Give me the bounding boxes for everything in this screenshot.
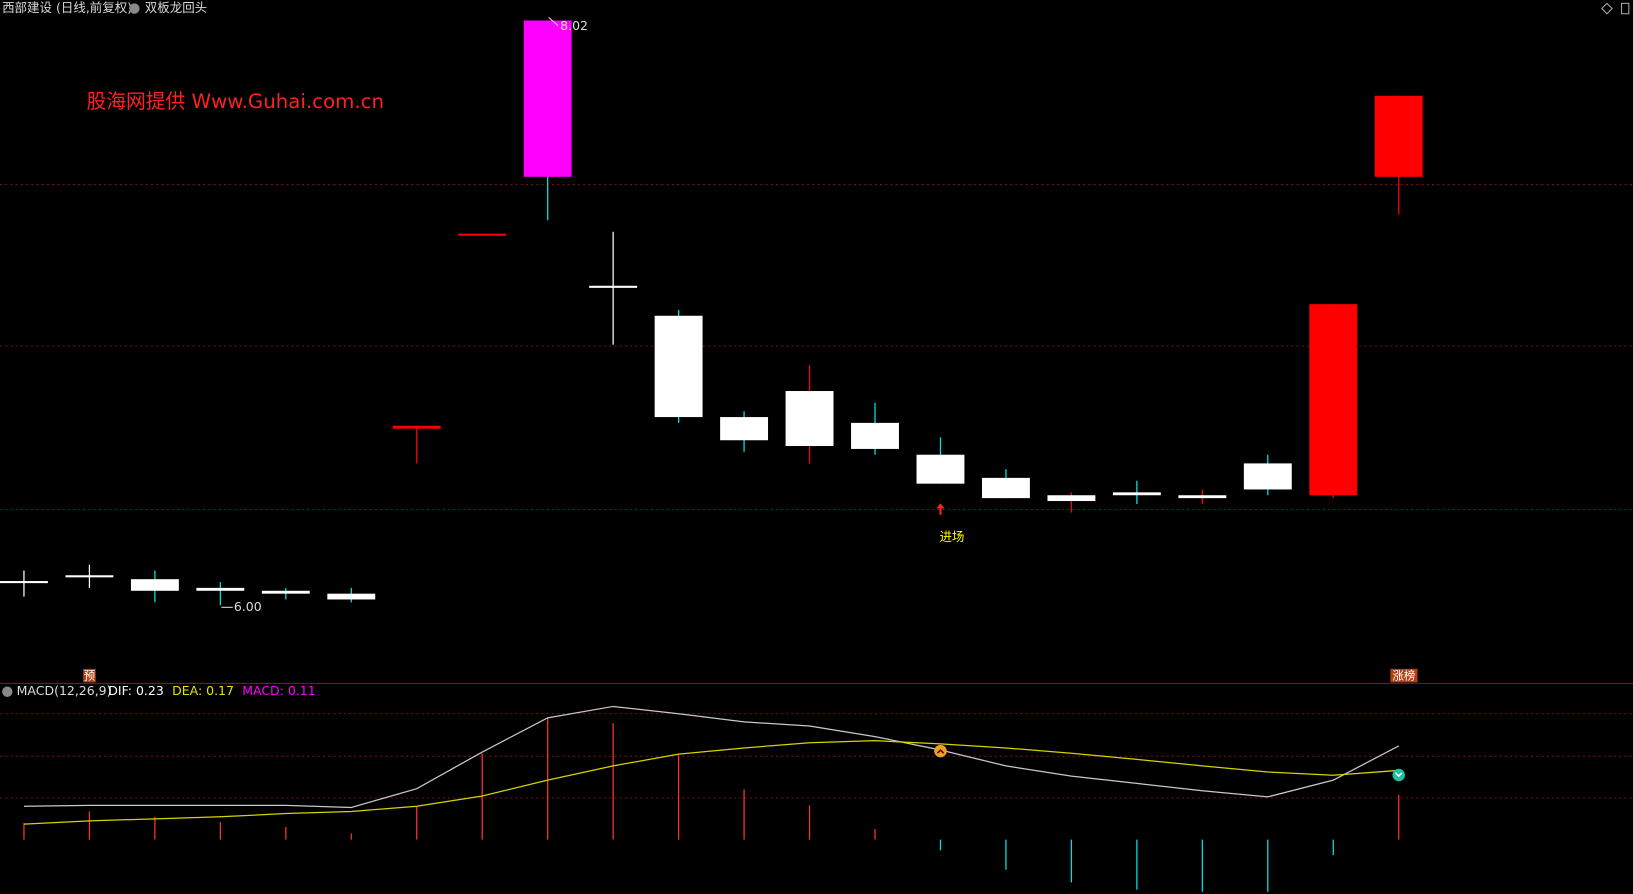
candle-body <box>1178 495 1227 499</box>
candle-body <box>1309 304 1358 496</box>
grid <box>0 184 1633 799</box>
macd-title: MACD(12,26,9) <box>17 683 112 698</box>
candle-body <box>981 477 1030 499</box>
macd-readout: MACD: 0.11 <box>242 683 315 698</box>
candle-body <box>523 20 572 177</box>
low-label: 6.00 <box>234 599 262 614</box>
high-label: 8.02 <box>560 18 588 33</box>
watermark: 股海网提供 Www.Guhai.com.cn <box>86 90 384 113</box>
candle-body <box>1243 463 1292 490</box>
candle-body <box>261 590 310 594</box>
icon-diamond[interactable] <box>1601 2 1613 15</box>
candle-body <box>196 587 245 591</box>
bottom-tag: 预 <box>84 669 95 683</box>
candle-body <box>720 417 769 441</box>
bottom-tag: 涨榜 <box>1393 669 1416 683</box>
candle-body <box>130 579 179 591</box>
candle-body <box>851 422 899 449</box>
macd-line <box>23 705 1400 809</box>
candle-body <box>1047 495 1096 502</box>
indicator-name: 双板龙回头 <box>145 0 207 15</box>
tag-bg <box>1390 668 1418 683</box>
dropdown-icon[interactable] <box>129 3 140 14</box>
signal-arrow <box>936 503 945 515</box>
tag-bg <box>83 668 96 683</box>
candle-body <box>327 593 376 600</box>
candle-body <box>458 233 507 236</box>
candle-body <box>654 315 703 418</box>
candle-body <box>392 425 441 429</box>
stock-title: 西部建设 (日线,前复权) <box>2 0 132 15</box>
candle-body <box>785 391 834 447</box>
candle-body <box>65 575 114 578</box>
arrow <box>548 16 559 27</box>
candle-body <box>589 285 638 288</box>
candle-body <box>0 581 48 584</box>
signal-icon <box>1395 772 1403 778</box>
signal-icon <box>936 748 945 754</box>
candle-body <box>916 454 965 484</box>
dropdown-icon[interactable] <box>2 686 13 697</box>
macd-line <box>23 740 1399 825</box>
icon-panel[interactable] <box>1621 2 1630 15</box>
macd-readout: DIF: 0.23 <box>108 683 163 698</box>
candle-body <box>1112 492 1161 496</box>
candle-body <box>1374 95 1423 177</box>
signal-label: 进场 <box>939 529 964 544</box>
macd-readout: DEA: 0.17 <box>172 683 234 698</box>
